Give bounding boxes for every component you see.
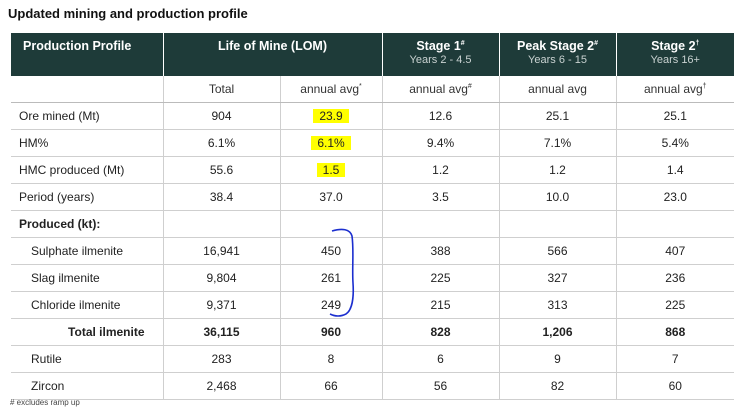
cell-total: 6.1%	[163, 129, 281, 157]
table-row: Sulphate ilmenite 16,941 450 388 566 407	[11, 237, 735, 265]
cell-peak: 25.1	[499, 102, 617, 130]
table-row: Ore mined (Mt) 904 23.9 12.6 25.1 25.1	[11, 102, 735, 130]
cell-total: 283	[163, 345, 281, 373]
cell-peak: 1,206	[499, 318, 617, 346]
row-label: Sulphate ilmenite	[11, 237, 164, 265]
subheader-s1-avg: annual avg#	[382, 76, 500, 103]
section-blank	[499, 210, 617, 238]
section-blank	[163, 210, 281, 238]
subheader-lom-avg: annual avg*	[280, 76, 383, 103]
section-label: Produced (kt):	[11, 210, 164, 238]
table-row: Slag ilmenite 9,804 261 225 327 236	[11, 264, 735, 292]
header-peak-stage2: Peak Stage 2# Years 6 - 15	[499, 33, 617, 76]
cell-s1: 828	[382, 318, 500, 346]
table-row: Rutile 283 8 6 9 7	[11, 345, 735, 373]
pen-bracket-annotation	[329, 228, 355, 317]
cell-s2: 7	[616, 345, 735, 373]
row-label: Chloride ilmenite	[11, 291, 164, 319]
cell-total: 16,941	[163, 237, 281, 265]
cell-peak: 327	[499, 264, 617, 292]
cell-peak: 7.1%	[499, 129, 617, 157]
cell-s2: 25.1	[616, 102, 735, 130]
table-row: HMC produced (Mt) 55.6 1.5 1.2 1.2 1.4	[11, 156, 735, 184]
cell-lom-avg: 8	[280, 345, 383, 373]
section-blank	[382, 210, 500, 238]
cell-s1: 388	[382, 237, 500, 265]
cell-lom-avg: 261	[280, 264, 383, 292]
row-label: HMC produced (Mt)	[11, 156, 164, 184]
subheader-s2-avg: annual avg†	[616, 76, 735, 103]
table-row: Zircon 2,468 66 56 82 60	[11, 372, 735, 400]
cell-s1: 1.2	[382, 156, 500, 184]
table-row: Period (years) 38.4 37.0 3.5 10.0 23.0	[11, 183, 735, 211]
cell-s2: 60	[616, 372, 735, 400]
row-label: Total ilmenite	[11, 318, 164, 346]
cell-s1: 56	[382, 372, 500, 400]
cell-lom-avg: 37.0	[280, 183, 383, 211]
header-stage2: Stage 2† Years 16+	[650, 39, 700, 66]
cell-peak: 1.2	[499, 156, 617, 184]
section-blank	[280, 210, 383, 238]
row-label: Rutile	[11, 345, 164, 373]
section-row: Produced (kt):	[11, 210, 735, 238]
cell-lom-avg: 1.5	[280, 156, 383, 184]
row-label: Slag ilmenite	[11, 264, 164, 292]
cell-s2: 1.4	[616, 156, 735, 184]
row-label: HM%	[11, 129, 164, 157]
cell-s2: 868	[616, 318, 735, 346]
cell-peak: 313	[499, 291, 617, 319]
cell-s1: 225	[382, 264, 500, 292]
cell-total: 38.4	[163, 183, 281, 211]
header-lom: Life of Mine (LOM)	[163, 33, 383, 76]
cell-total: 9,371	[163, 291, 281, 319]
cell-s1: 12.6	[382, 102, 500, 130]
highlighted-value: 23.9	[313, 109, 349, 123]
section-blank	[616, 210, 735, 238]
cell-peak: 9	[499, 345, 617, 373]
cell-lom-avg: 66	[280, 372, 383, 400]
row-label: Period (years)	[11, 183, 164, 211]
header-row: Production Profile Life of Mine (LOM) St…	[11, 33, 735, 76]
cell-s1: 215	[382, 291, 500, 319]
cell-total: 55.6	[163, 156, 281, 184]
cell-total: 2,468	[163, 372, 281, 400]
highlighted-value: 1.5	[316, 163, 346, 177]
cell-lom-avg: 6.1%	[280, 129, 383, 157]
cell-s1: 6	[382, 345, 500, 373]
cell-s2: 5.4%	[616, 129, 735, 157]
production-profile-table: Production Profile Life of Mine (LOM) St…	[11, 33, 735, 400]
subheader-peak-avg: annual avg	[499, 76, 617, 103]
subheader-row: Total annual avg* annual avg# annual avg…	[11, 76, 735, 103]
highlighted-value: 6.1%	[311, 136, 351, 150]
cell-s1: 9.4%	[382, 129, 500, 157]
subheader-total: Total	[163, 76, 281, 103]
cell-lom-avg: 450	[280, 237, 383, 265]
header-stage1: Stage 1# Years 2 - 4.5	[382, 33, 500, 76]
cell-peak: 10.0	[499, 183, 617, 211]
cell-total: 904	[163, 102, 281, 130]
cell-s2: 23.0	[616, 183, 735, 211]
row-label: Zircon	[11, 372, 164, 400]
table-row: Chloride ilmenite 9,371 249 215 313 225	[11, 291, 735, 319]
cell-s1: 3.5	[382, 183, 500, 211]
page-title: Updated mining and production profile	[8, 6, 248, 21]
cell-lom-avg: 23.9	[280, 102, 383, 130]
cell-s2: 407	[616, 237, 735, 265]
subheader-blank	[11, 76, 164, 103]
cell-lom-avg: 960	[280, 318, 383, 346]
table-row: HM% 6.1% 6.1% 9.4% 7.1% 5.4%	[11, 129, 735, 157]
header-production-profile: Production Profile	[11, 33, 164, 76]
cell-s2: 225	[616, 291, 735, 319]
total-row: Total ilmenite 36,115 960 828 1,206 868	[11, 318, 735, 346]
cell-total: 36,115	[163, 318, 281, 346]
cell-s2: 236	[616, 264, 735, 292]
cell-peak: 82	[499, 372, 617, 400]
cell-total: 9,804	[163, 264, 281, 292]
cell-peak: 566	[499, 237, 617, 265]
footnote: # excludes ramp up	[10, 398, 80, 407]
row-label: Ore mined (Mt)	[11, 102, 164, 130]
